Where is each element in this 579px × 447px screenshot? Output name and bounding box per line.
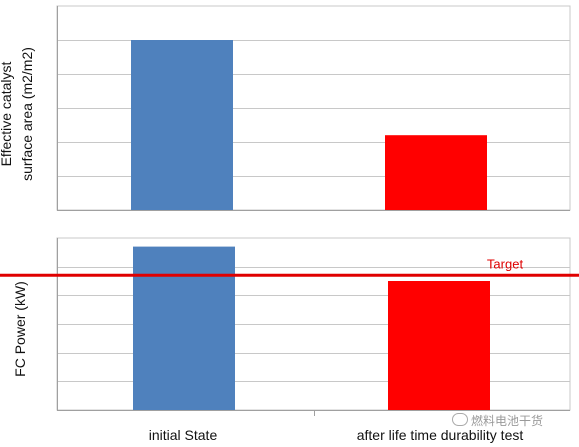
watermark-text: 燃料电池干货: [471, 414, 544, 428]
top-y-axis-label-line-2: surface area (m2/m2): [19, 47, 35, 181]
watermark: 燃料电池干货: [452, 412, 543, 429]
bottom-y-axis-label: FC Power (kW): [12, 281, 28, 377]
bottom-bar-initial: [133, 246, 235, 410]
top-bar-initial: [131, 40, 233, 210]
top-y-axis-label: Effective catalyst surface area (m2/m2): [0, 4, 40, 224]
bottom-bar-after-test: [388, 281, 490, 410]
target-line-label: Target: [487, 256, 524, 271]
x-category-label-initial: initial State: [148, 427, 218, 443]
bottom-chart-panel: Target: [0, 237, 579, 416]
wechat-icon: [452, 413, 468, 426]
x-category-label-after-test: after life time durability test: [356, 427, 524, 443]
top-y-axis-label-line-1: Effective catalyst: [0, 61, 14, 167]
top-chart-panel: [56, 5, 571, 211]
top-bar-after-test: [385, 135, 487, 210]
